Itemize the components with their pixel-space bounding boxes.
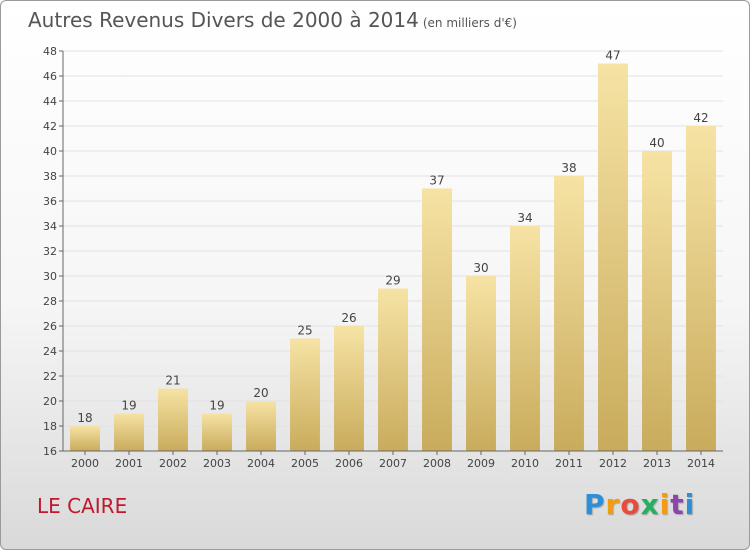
bar-2001 (114, 413, 144, 451)
value-label-2004: 20 (253, 386, 268, 400)
x-tick-label: 2013 (643, 457, 671, 470)
x-tick-label: 2008 (423, 457, 451, 470)
bar-2014 (686, 126, 716, 451)
y-tick-label: 48 (43, 45, 57, 58)
x-tick-label: 2014 (687, 457, 715, 470)
value-label-2012: 47 (605, 49, 620, 63)
y-tick-label: 38 (43, 170, 57, 183)
bar-2003 (202, 413, 232, 451)
y-tick-label: 32 (43, 245, 57, 258)
value-label-2003: 19 (209, 399, 224, 413)
value-label-2007: 29 (385, 274, 400, 288)
x-tick-label: 2003 (203, 457, 231, 470)
value-label-2005: 25 (297, 324, 312, 338)
place-name: LE CAIRE (37, 494, 128, 518)
chart-title: Autres Revenus Divers de 2000 à 2014 (en … (28, 8, 517, 32)
bar-2002 (158, 388, 188, 451)
x-tick-label: 2004 (247, 457, 275, 470)
y-tick-label: 18 (43, 420, 57, 433)
y-tick-label: 46 (43, 70, 57, 83)
logo-letter: P (584, 488, 606, 521)
logo-letter: i (659, 488, 671, 521)
logo-letter: o (620, 488, 641, 521)
bars (70, 63, 716, 451)
x-tick-label: 2011 (555, 457, 583, 470)
y-axis: 16 18 20 22 24 26 28 30 32 34 36 38 40 42 44 46 48 (43, 45, 64, 458)
value-label-2000: 18 (77, 411, 92, 425)
y-tick-label: 16 (43, 445, 57, 458)
x-tick-label: 2012 (599, 457, 627, 470)
bar-2006 (334, 326, 364, 451)
x-tick-label: 2006 (335, 457, 363, 470)
logo-letter: x (640, 488, 660, 521)
bar-2013 (642, 151, 672, 451)
y-tick-label: 40 (43, 145, 57, 158)
bar-2009 (466, 276, 496, 451)
bar-2010 (510, 226, 540, 451)
chart-unit: (en milliers d'€) (422, 16, 517, 30)
logo-letter: i (684, 488, 696, 521)
x-axis: 2000 2001 2002 2003 2004 2005 2006 2007 2008 2009… (63, 450, 723, 470)
value-label-2014: 42 (693, 111, 708, 125)
y-tick-label: 28 (43, 295, 57, 308)
x-tick-label: 2005 (291, 457, 319, 470)
value-label-2006: 26 (341, 311, 356, 325)
logo-letter: t (670, 488, 685, 521)
y-tick-label: 24 (43, 345, 57, 358)
bar-2000 (70, 426, 100, 451)
x-tick-label: 2010 (511, 457, 539, 470)
y-tick-label: 42 (43, 120, 57, 133)
y-tick-label: 44 (43, 95, 57, 108)
chart-title-text: Autres Revenus Divers de 2000 à 2014 (28, 8, 419, 32)
x-tick-label: 2002 (159, 457, 187, 470)
y-tick-label: 30 (43, 270, 57, 283)
bar-2008 (422, 188, 452, 451)
value-label-2011: 38 (561, 161, 576, 175)
bar-2012 (598, 63, 628, 451)
x-tick-label: 2001 (115, 457, 143, 470)
value-label-2001: 19 (121, 399, 136, 413)
bar-2011 (554, 176, 584, 451)
bar-2005 (290, 338, 320, 451)
value-label-2008: 37 (429, 174, 444, 188)
x-tick-label: 2000 (71, 457, 99, 470)
bar-2007 (378, 288, 408, 451)
value-labels: 18 19 21 19 20 25 26 29 37 30 34 38 47 40 42 (77, 49, 708, 426)
value-label-2013: 40 (649, 136, 664, 150)
y-tick-label: 20 (43, 395, 57, 408)
y-tick-label: 22 (43, 370, 57, 383)
logo-letter: r (605, 488, 621, 521)
x-tick-label: 2009 (467, 457, 495, 470)
bar-2004 (246, 401, 276, 451)
value-label-2002: 21 (165, 374, 180, 388)
value-label-2009: 30 (473, 261, 488, 275)
y-tick-label: 34 (43, 220, 57, 233)
y-tick-label: 36 (43, 195, 57, 208)
value-label-2010: 34 (517, 211, 532, 225)
y-tick-label: 26 (43, 320, 57, 333)
proxiti-logo: Proxiti (584, 488, 695, 521)
x-tick-label: 2007 (379, 457, 407, 470)
